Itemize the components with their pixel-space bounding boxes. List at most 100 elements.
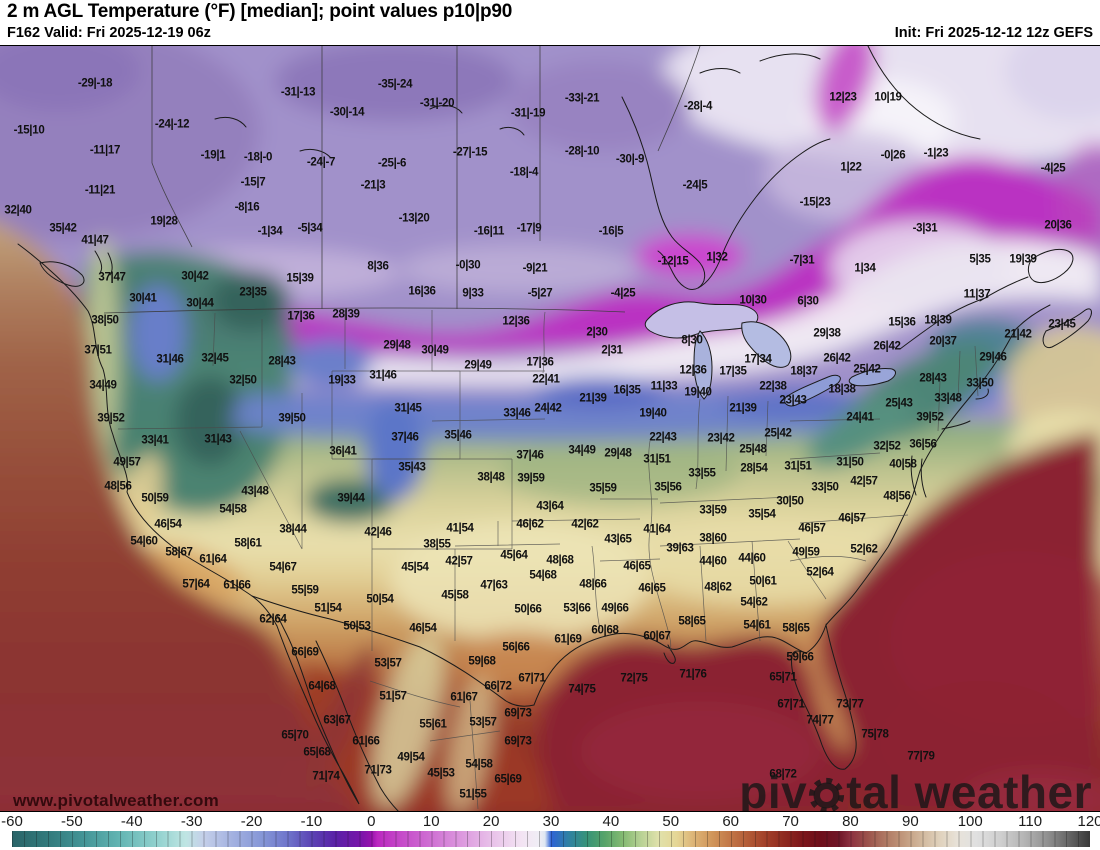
point-value: 21|42	[1004, 328, 1032, 341]
point-value: 31|45	[394, 402, 422, 415]
point-value: 49|66	[601, 602, 629, 615]
point-value: 31|46	[156, 353, 184, 366]
colorbar-tick-label: 70	[782, 813, 799, 830]
point-value: 67|71	[777, 698, 805, 711]
point-value: 29|49	[464, 359, 492, 372]
point-value: 34|49	[89, 379, 117, 392]
point-value: -9|21	[522, 262, 548, 275]
point-value: 46|54	[409, 622, 437, 635]
point-value: 35|54	[748, 508, 776, 521]
point-value: 48|56	[104, 480, 132, 493]
point-value: 37|47	[98, 271, 126, 284]
point-value: 32|40	[4, 204, 32, 217]
point-value: 54|68	[529, 569, 557, 582]
point-value: 44|60	[699, 555, 727, 568]
point-value: 22|41	[532, 373, 560, 386]
point-value: -5|27	[527, 287, 553, 300]
point-value: 28|54	[740, 462, 768, 475]
point-value: 6|30	[797, 295, 819, 308]
point-value: 1|32	[706, 251, 728, 264]
point-value: 45|58	[441, 589, 469, 602]
point-value: 39|63	[666, 542, 694, 555]
colorbar-tick-label: 110	[1018, 813, 1043, 830]
point-value: 30|49	[421, 344, 449, 357]
point-value: 61|67	[450, 691, 478, 704]
point-value: 51|55	[459, 788, 487, 801]
point-value: 21|39	[729, 402, 757, 415]
point-value: -28|-10	[564, 145, 600, 158]
point-value: 54|58	[219, 503, 247, 516]
colorbar-panel: -60 -50 -40 -30 -20 -10 0 10 20 30 40 50 60 70 80 90 100…	[0, 812, 1100, 850]
point-value: 38|44	[279, 523, 307, 536]
point-value: 36|56	[909, 438, 937, 451]
point-value: 12|36	[679, 364, 707, 377]
colorbar-tick-labels: -60 -50 -40 -30 -20 -10 0 10 20 30 40 50 60 70 80 90 100…	[1, 813, 1100, 830]
point-value: 50|54	[366, 593, 394, 606]
point-value: 10|30	[739, 294, 767, 307]
colorbar-tick-label: 20	[482, 813, 500, 830]
point-value: 68|72	[769, 768, 797, 781]
point-value: 28|43	[919, 372, 947, 385]
point-value: 22|43	[649, 431, 677, 444]
point-value: 30|50	[776, 495, 804, 508]
colorbar-tick-label: 80	[842, 813, 859, 830]
point-value: 66|69	[291, 646, 319, 659]
point-value: 50|66	[514, 603, 542, 616]
point-value: 45|64	[500, 549, 528, 562]
point-value: 51|57	[379, 690, 407, 703]
point-value: 42|57	[850, 475, 878, 488]
point-value: 64|68	[308, 680, 336, 693]
colorbar-tick-label: 60	[722, 813, 739, 830]
point-value: -27|-15	[452, 146, 488, 159]
point-value: 43|64	[536, 500, 564, 513]
point-value: 74|75	[568, 683, 596, 696]
point-value: -11|17	[89, 144, 121, 157]
point-value: 28|39	[332, 308, 360, 321]
point-value: 17|35	[719, 365, 747, 378]
point-value: -24|-12	[154, 118, 190, 131]
point-value: -12|15	[657, 255, 689, 268]
point-value: -21|3	[360, 179, 386, 192]
point-value: 38|48	[477, 471, 505, 484]
point-value: 24|42	[534, 402, 562, 415]
point-value: 58|65	[678, 615, 706, 628]
point-value: 51|54	[314, 602, 342, 615]
point-value: 15|39	[286, 272, 314, 285]
point-value: 56|66	[502, 641, 530, 654]
point-value: 53|66	[563, 602, 591, 615]
point-value: 33|41	[141, 434, 169, 447]
point-value: 11|33	[650, 380, 678, 393]
point-value: -4|25	[610, 287, 636, 300]
point-value: 41|64	[643, 523, 671, 536]
point-value: -19|1	[200, 149, 226, 162]
colorbar-tick-label: 40	[602, 813, 620, 830]
point-value: -17|9	[516, 222, 542, 235]
point-value: 36|41	[329, 445, 357, 458]
colorbar-tick-label: 10	[422, 813, 440, 830]
point-value: 29|46	[979, 351, 1007, 364]
point-value: 47|63	[480, 579, 508, 592]
point-value: 48|66	[579, 578, 607, 591]
point-value: -15|7	[240, 176, 266, 189]
point-value: 30|42	[181, 270, 209, 283]
point-value: 71|74	[312, 770, 340, 783]
point-value: 25|48	[739, 443, 767, 456]
point-value: -0|30	[455, 259, 481, 272]
point-value: 31|50	[836, 456, 864, 469]
colorbar-tick-label: -10	[300, 813, 323, 830]
point-value: 50|59	[141, 492, 169, 505]
point-value: 8|30	[681, 334, 703, 347]
point-value: 35|56	[654, 481, 682, 494]
point-value: 57|64	[182, 578, 210, 591]
point-value: 33|50	[966, 377, 994, 390]
point-value: 42|62	[571, 518, 599, 531]
point-value: -15|10	[13, 124, 45, 137]
point-value: 11|37	[963, 288, 991, 301]
point-value: 59|68	[468, 655, 496, 668]
point-value: 8|36	[367, 260, 389, 273]
point-value: 39|44	[337, 492, 365, 505]
point-value: 37|51	[84, 344, 112, 357]
temperature-field-graphic	[0, 46, 1100, 811]
point-value: 55|61	[419, 718, 447, 731]
point-value: 19|39	[1009, 253, 1037, 266]
